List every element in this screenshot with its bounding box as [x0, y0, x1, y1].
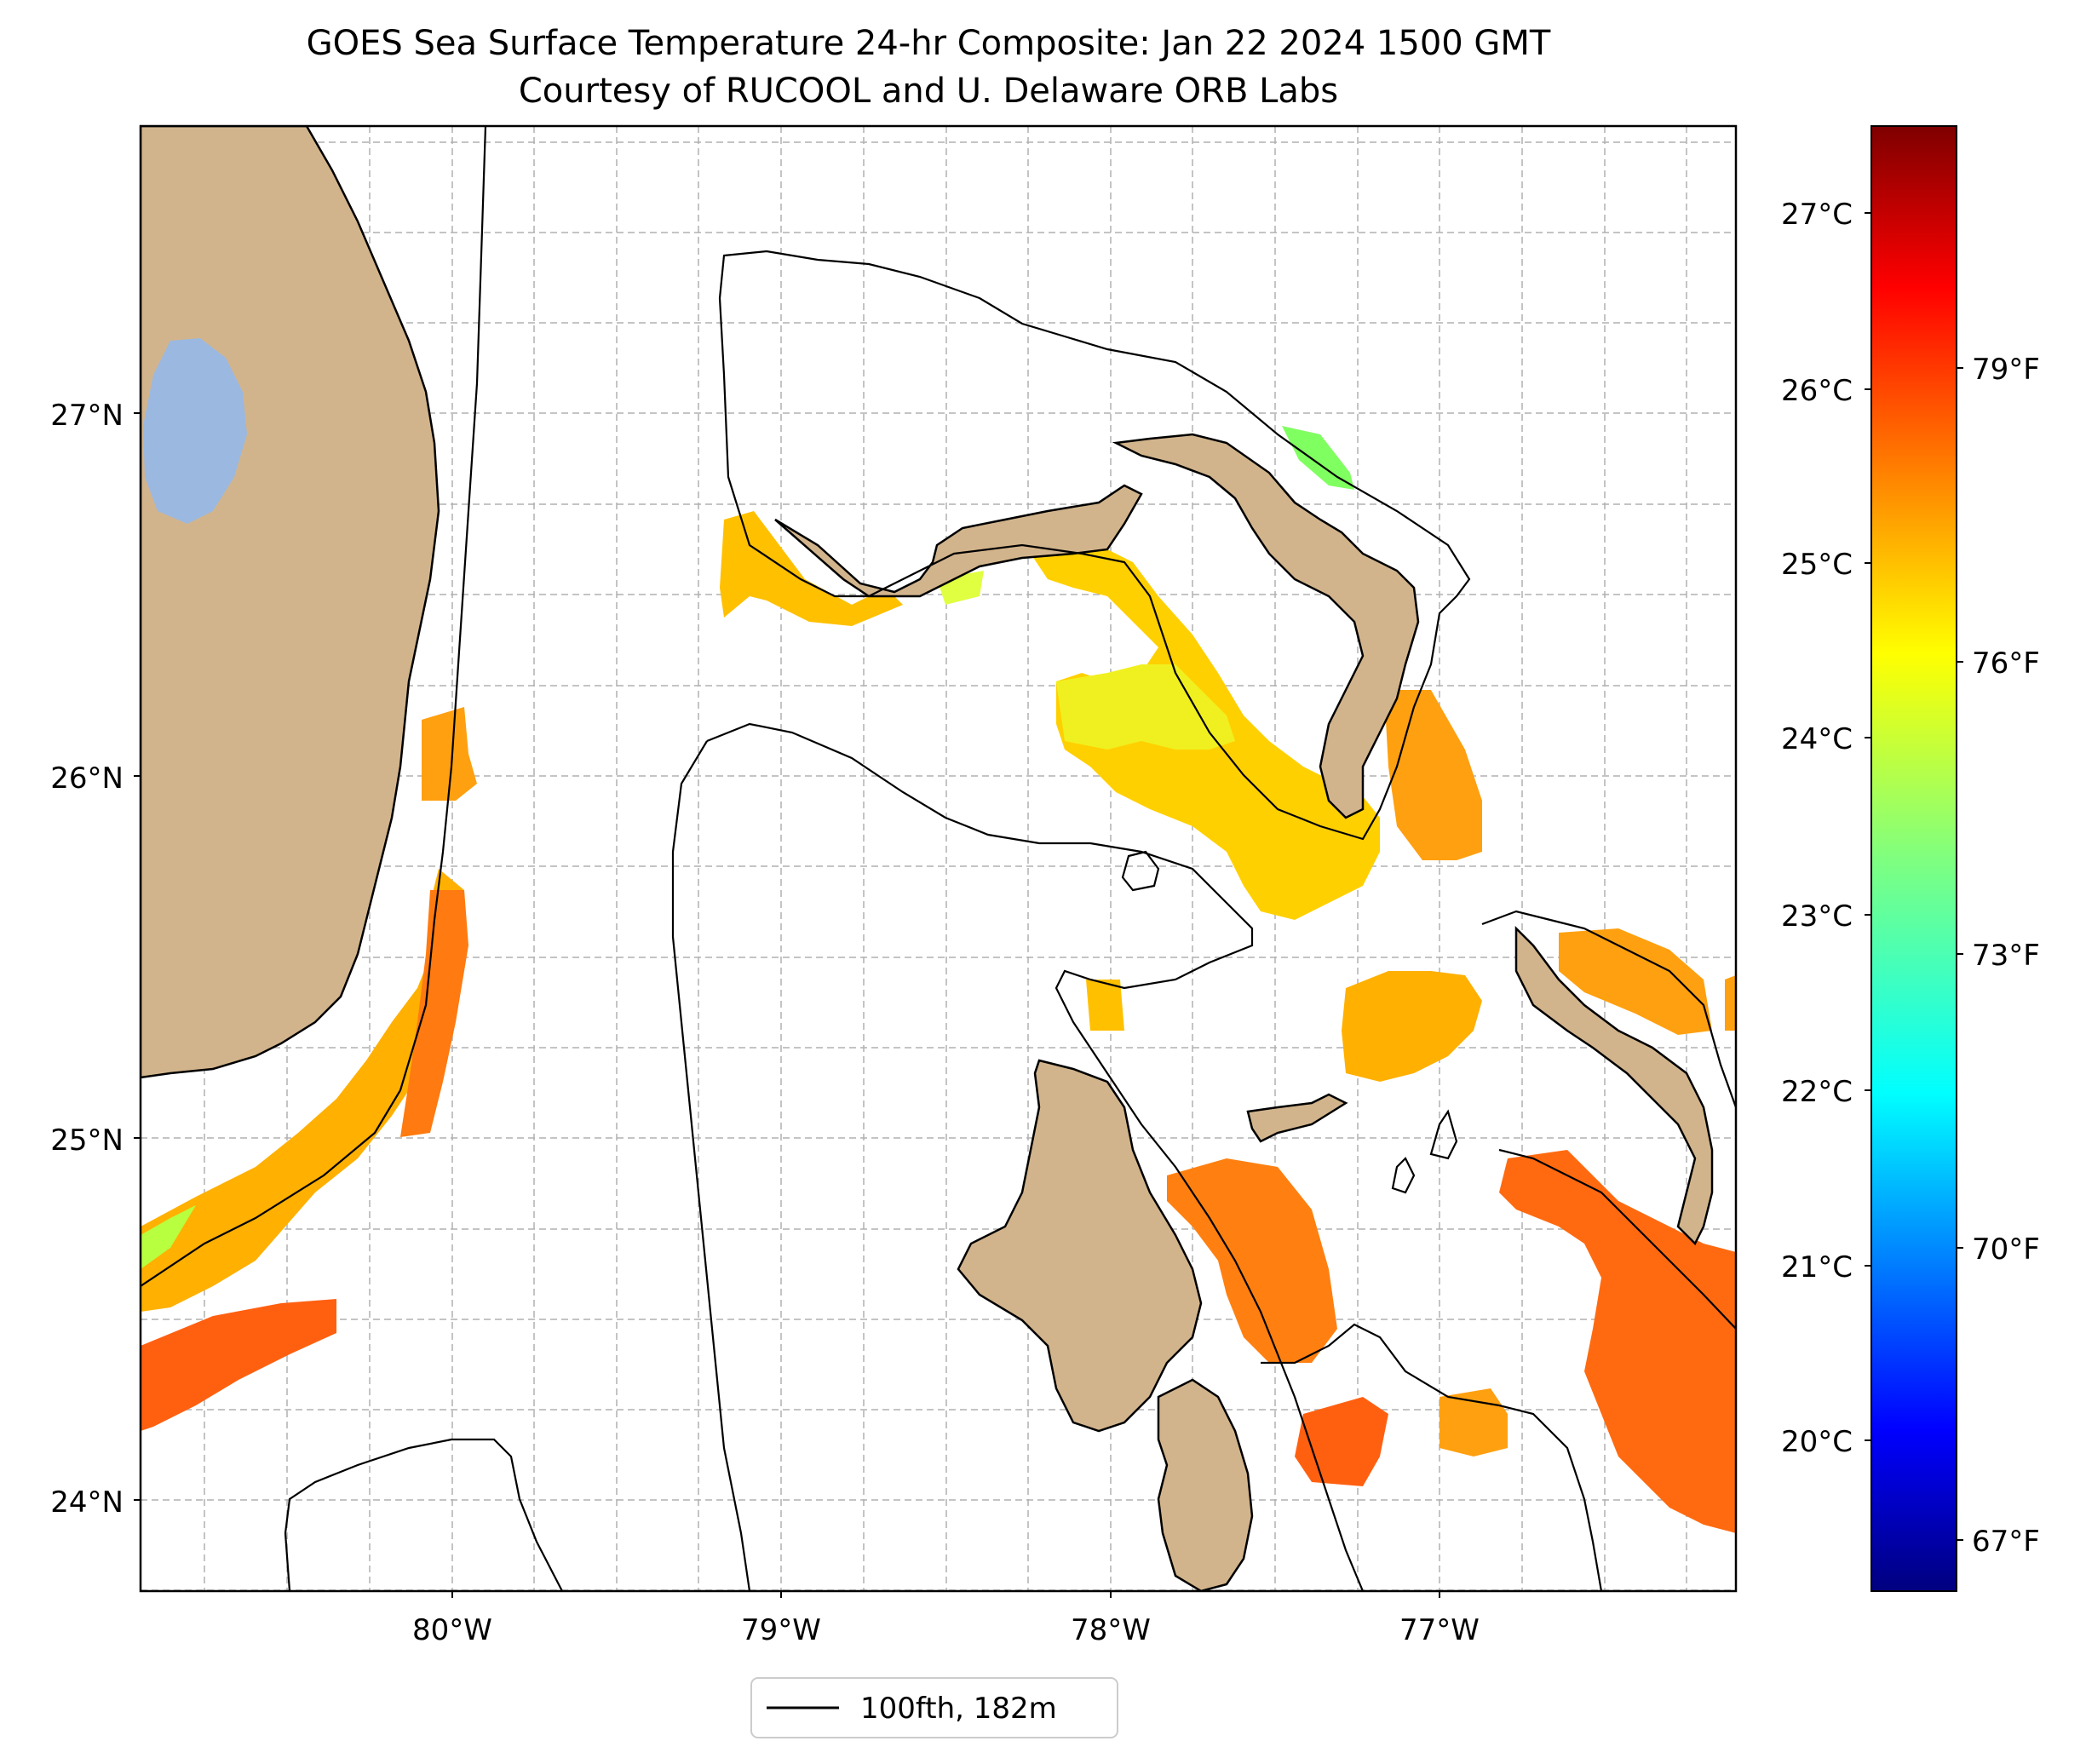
land-abaco	[1112, 433, 1420, 819]
isobath-florida-shelf	[141, 126, 487, 1287]
figure-title-line1: GOES Sea Surface Temperature 24-hr Compo…	[307, 24, 1551, 63]
lat-tick-label: 27°N	[50, 399, 124, 433]
land-exumas	[1514, 925, 1714, 1246]
isobath-cay-1	[1429, 1109, 1458, 1160]
isobath-exuma-sound	[1481, 910, 1736, 1330]
sst-patch-exuma-north	[1559, 928, 1712, 1035]
lon-tick-label: 77°W	[1399, 1613, 1480, 1647]
colorbar-celsius-label: 27°C	[1781, 198, 1853, 232]
sst-patch-abaco-green	[1282, 426, 1354, 490]
sst-patch-south-blob-1	[1295, 1397, 1388, 1486]
colorbar-fahrenheit-label: 67°F	[1972, 1525, 2040, 1559]
isobath-contours	[141, 126, 1736, 1591]
colorbar-gradient	[1871, 125, 1957, 1592]
lat-tick-label: 25°N	[50, 1123, 124, 1158]
map-tick-marks	[134, 412, 1440, 1598]
isobath-cay-3	[1121, 850, 1160, 892]
lon-tick-label: 80°W	[412, 1613, 492, 1647]
colorbar: 27°C 26°C 25°C 24°C 23°C 22°C 21°C 20°C …	[1781, 125, 2040, 1592]
sst-patch-south-blob-2	[1440, 1388, 1508, 1457]
colorbar-celsius-label: 25°C	[1781, 548, 1853, 582]
map-panel[interactable]	[141, 126, 1736, 1591]
land-andros	[957, 1059, 1203, 1433]
isobath-little-bahama-bank	[718, 250, 1471, 841]
sst-patch-tongue-south	[1167, 1158, 1337, 1363]
sst-patch-exuma-south	[1499, 1150, 1736, 1533]
colorbar-fahrenheit-label: 73°F	[1972, 939, 2040, 973]
sst-patch-keys-green	[141, 1205, 196, 1269]
land-eleuthera	[1246, 1093, 1348, 1143]
colorbar-celsius-label: 24°C	[1781, 722, 1853, 756]
colorbar-celsius-label: 22°C	[1781, 1075, 1853, 1109]
lat-tick-label: 24°N	[50, 1485, 124, 1520]
legend-label: 100fth, 182m	[860, 1692, 1057, 1726]
colorbar-fahrenheit-label: 70°F	[1972, 1233, 2040, 1267]
sst-patch-florida-east	[422, 707, 477, 801]
lon-tick-label: 79°W	[741, 1613, 821, 1647]
colorbar-fahrenheit-label: 76°F	[1972, 646, 2040, 681]
legend: 100fth, 182m	[750, 1677, 1118, 1738]
lon-tick-label: 78°W	[1071, 1613, 1151, 1647]
colorbar-fahrenheit-label: 79°F	[1972, 353, 2040, 387]
sst-patch-exuma-edge	[1725, 975, 1736, 1031]
sst-patches	[141, 426, 1736, 1533]
sst-patch-grand-bahama-west	[720, 511, 903, 626]
colorbar-celsius-label: 23°C	[1781, 899, 1853, 934]
sst-patch-keys-yellow	[141, 869, 464, 1312]
isobath-great-bahama-bank	[706, 722, 1603, 1591]
colorbar-celsius-label: 26°C	[1781, 374, 1853, 408]
isobath-cay-2	[1391, 1157, 1416, 1194]
figure-title-line2: Courtesy of RUCOOL and U. Delaware ORB L…	[519, 72, 1338, 111]
isobath-cuba-north	[284, 1438, 563, 1591]
sst-patch-florida-mid	[400, 890, 468, 1137]
sst-patch-tongue-north	[1342, 971, 1482, 1082]
sst-patch-eleuthera	[1384, 690, 1482, 860]
map-frame	[139, 124, 1738, 1593]
lat-tick-label: 26°N	[50, 761, 124, 796]
sst-patch-florida-keys-orange	[141, 1299, 336, 1431]
land-grand-bahama	[774, 484, 1143, 598]
sst-patch-nwprovidence-yellow	[1056, 664, 1235, 750]
colorbar-celsius-label: 21°C	[1781, 1250, 1853, 1284]
lake-okeechobee	[143, 338, 247, 524]
sst-patch-andros-channel	[1086, 980, 1124, 1031]
isobath-bank-west-edge	[671, 740, 751, 1591]
colorbar-celsius-label: 20°C	[1781, 1425, 1853, 1459]
land-andros-south	[1157, 1378, 1254, 1591]
